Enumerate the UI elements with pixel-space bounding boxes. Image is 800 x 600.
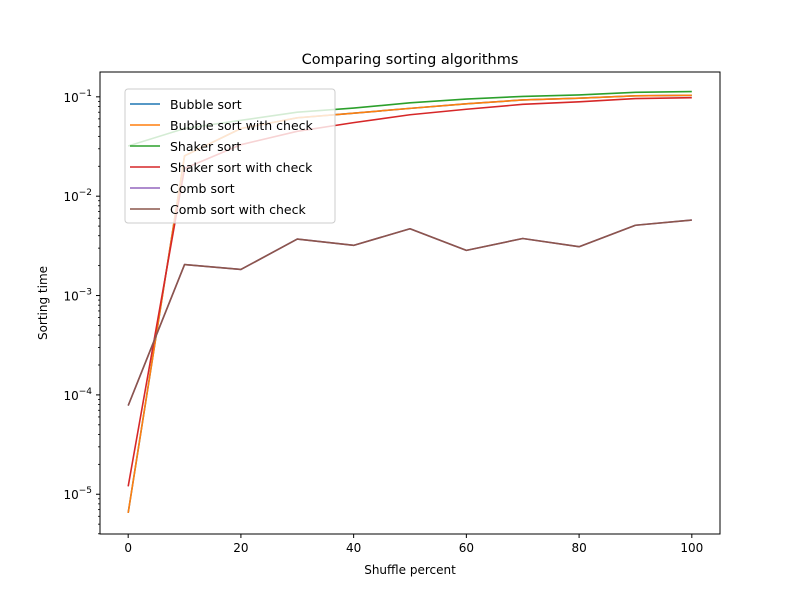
y-tick-label-exponent: −5 xyxy=(79,486,92,496)
series-line-comb-sort-with-check xyxy=(127,219,692,406)
legend-entry: Bubble sort with check xyxy=(170,118,314,133)
y-tick-label-base: 10 xyxy=(63,290,78,304)
y-axis: 10−510−410−310−210−1 xyxy=(63,89,100,535)
y-tick-label: 10−4 xyxy=(63,387,92,403)
x-tick-label: 20 xyxy=(233,541,248,555)
chart-title: Comparing sorting algorithms xyxy=(302,52,519,68)
legend-entry: Bubble sort xyxy=(170,97,242,112)
legend-entry: Comb sort xyxy=(170,181,235,196)
y-tick-label-exponent: −1 xyxy=(79,89,92,99)
y-tick-label-exponent: −2 xyxy=(79,188,92,198)
y-tick-label-base: 10 xyxy=(63,389,78,403)
y-tick-label: 10−5 xyxy=(63,486,92,502)
x-tick-label: 0 xyxy=(124,541,132,555)
y-tick-label-exponent: −3 xyxy=(79,288,92,298)
x-axis: 0 20 40 60 80 100 xyxy=(124,534,703,555)
y-tick-label: 10−3 xyxy=(63,288,92,304)
y-tick-label-base: 10 xyxy=(63,488,78,502)
legend-box xyxy=(124,88,336,224)
y-axis-label: Sorting time xyxy=(36,266,50,340)
x-axis-label: Shuffle percent xyxy=(364,563,456,577)
legend-entry: Comb sort with check xyxy=(170,202,306,217)
legend-entry: Shaker sort with check xyxy=(170,160,313,175)
y-tick-label-base: 10 xyxy=(63,91,78,105)
plot-frame xyxy=(99,71,721,535)
x-tick-label: 40 xyxy=(346,541,361,555)
y-tick-label: 10−2 xyxy=(63,188,92,204)
y-tick-label-exponent: −4 xyxy=(79,387,93,397)
x-tick-label: 100 xyxy=(680,541,703,555)
y-tick-label: 10−1 xyxy=(63,89,92,105)
legend-entry: Shaker sort xyxy=(170,139,241,154)
x-tick-label: 80 xyxy=(571,541,586,555)
y-tick-label-base: 10 xyxy=(63,190,78,204)
legend: Bubble sort Bubble sort with check Shaker … xyxy=(124,88,336,224)
x-tick-label: 60 xyxy=(459,541,474,555)
